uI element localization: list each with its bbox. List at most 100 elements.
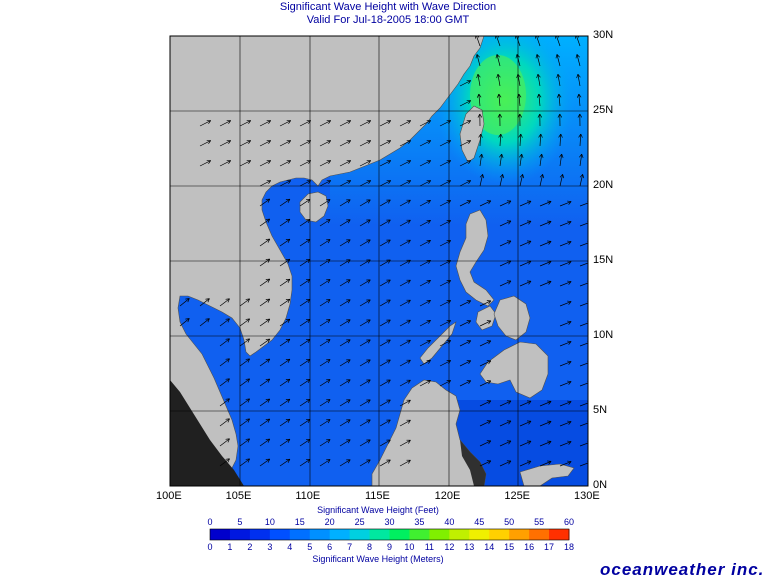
meter-tick: 0: [207, 542, 213, 552]
wave-arrow: [379, 239, 391, 247]
wave-arrow-head: [247, 398, 250, 403]
wave-arrow: [359, 359, 371, 367]
wave-arrow-head: [287, 399, 291, 403]
wave-arrow-head: [488, 440, 492, 445]
wave-arrow-head: [245, 398, 250, 400]
wave-arrow-head: [307, 359, 311, 364]
wave-arrow: [556, 36, 561, 47]
colorbar: [209, 528, 570, 541]
luzon-island: [455, 209, 495, 307]
wave-arrow: [299, 259, 311, 267]
wave-arrow: [399, 319, 411, 327]
wave-arrow: [319, 319, 331, 327]
wave-arrow: [419, 160, 431, 167]
wave-arrow: [299, 180, 311, 187]
wave-arrow-head: [247, 338, 250, 343]
wave-arrow: [299, 120, 311, 127]
wave-arrow: [379, 359, 391, 367]
wave-arrow: [439, 320, 451, 327]
wave-arrow-head: [448, 220, 451, 225]
wave-arrow-head: [497, 113, 501, 118]
map-title: Significant Wave Height with Wave Direct…: [279, 1, 497, 13]
wave-arrow: [319, 259, 331, 267]
wave-arrow-head: [227, 338, 230, 343]
wave-arrow: [519, 440, 532, 447]
meter-tick: 9: [386, 542, 393, 552]
wave-arrow-head: [519, 174, 523, 178]
wave-arrow: [419, 360, 431, 367]
wave-arrow: [579, 202, 588, 207]
wave-arrow: [536, 36, 541, 47]
wave-arrow: [579, 282, 588, 287]
wave-arrow-head: [225, 338, 230, 340]
wave-arrow: [399, 219, 411, 227]
wave-arrow-head: [508, 400, 512, 405]
wave-arrow: [518, 94, 521, 107]
wave-arrow: [539, 401, 552, 407]
wave-arrow: [579, 262, 588, 267]
wave-arrow-head: [408, 299, 411, 304]
wave-arrow-head: [268, 140, 271, 145]
wave-arrow: [439, 260, 451, 267]
wave-arrow: [557, 74, 561, 87]
wave-arrow: [279, 218, 291, 227]
wave-arrow-head: [575, 36, 577, 39]
wave-arrow-head: [448, 280, 451, 285]
wave-arrow: [519, 200, 532, 207]
wave-arrow-head: [408, 279, 411, 284]
feet-tick: 0: [207, 517, 213, 527]
wave-arrow: [499, 174, 503, 187]
wave-arrow-head: [508, 420, 512, 425]
wave-arrow-head: [347, 319, 351, 324]
wave-arrow: [279, 140, 291, 147]
wave-arrow-head: [367, 399, 371, 404]
wave-arrow-head: [408, 339, 411, 344]
longitude-label: 110E: [295, 490, 321, 502]
wave-arrow-head: [388, 459, 391, 464]
wave-arrow-head: [508, 200, 512, 205]
wave-arrow: [579, 154, 583, 167]
wave-arrow: [439, 220, 451, 227]
colorbar-frame: [209, 528, 570, 541]
wave-arrow: [259, 218, 270, 227]
wave-arrow: [539, 281, 552, 287]
wave-arrow: [219, 298, 230, 307]
colorbar-segment: [289, 529, 311, 540]
latitude-label: 30N: [593, 29, 614, 41]
wave-arrow-head: [568, 441, 572, 445]
wave-arrow: [556, 54, 561, 67]
wave-arrow-head: [228, 120, 231, 125]
wave-arrow-head: [388, 219, 391, 224]
wave-arrow: [538, 94, 541, 107]
wave-arrow-head: [388, 319, 391, 324]
wave-arrow: [279, 438, 291, 447]
wave-arrow-head: [541, 154, 544, 158]
colorbar-segment: [429, 529, 450, 540]
wave-arrow: [559, 461, 572, 467]
wave-arrow-head: [568, 281, 572, 285]
wave-arrow-head: [347, 439, 351, 444]
wave-arrow: [419, 220, 431, 227]
wave-arrow-head: [576, 93, 580, 98]
wave-arrow: [579, 134, 582, 147]
wave-arrow: [319, 439, 331, 447]
wave-arrow-head: [288, 180, 291, 185]
wave-arrow: [199, 318, 210, 327]
wave-arrow: [519, 400, 532, 407]
wave-arrow-head: [508, 460, 512, 465]
wave-arrow-head: [267, 398, 271, 403]
wave-arrow: [519, 260, 532, 267]
wave-arrow-head: [367, 459, 371, 464]
wave-arrow: [299, 359, 311, 367]
wave-arrow-head: [576, 54, 580, 58]
wave-arrow-head: [508, 280, 512, 285]
wave-arrow: [359, 399, 371, 407]
wave-arrow: [579, 382, 588, 387]
wave-arrow-head: [267, 198, 271, 203]
wave-arrow-head: [367, 219, 371, 224]
wave-arrow-head: [225, 438, 230, 440]
wave-arrow-head: [488, 360, 492, 365]
wave-arrow: [379, 120, 391, 127]
wave-arrow-head: [408, 359, 411, 364]
wave-arrow: [239, 140, 251, 147]
